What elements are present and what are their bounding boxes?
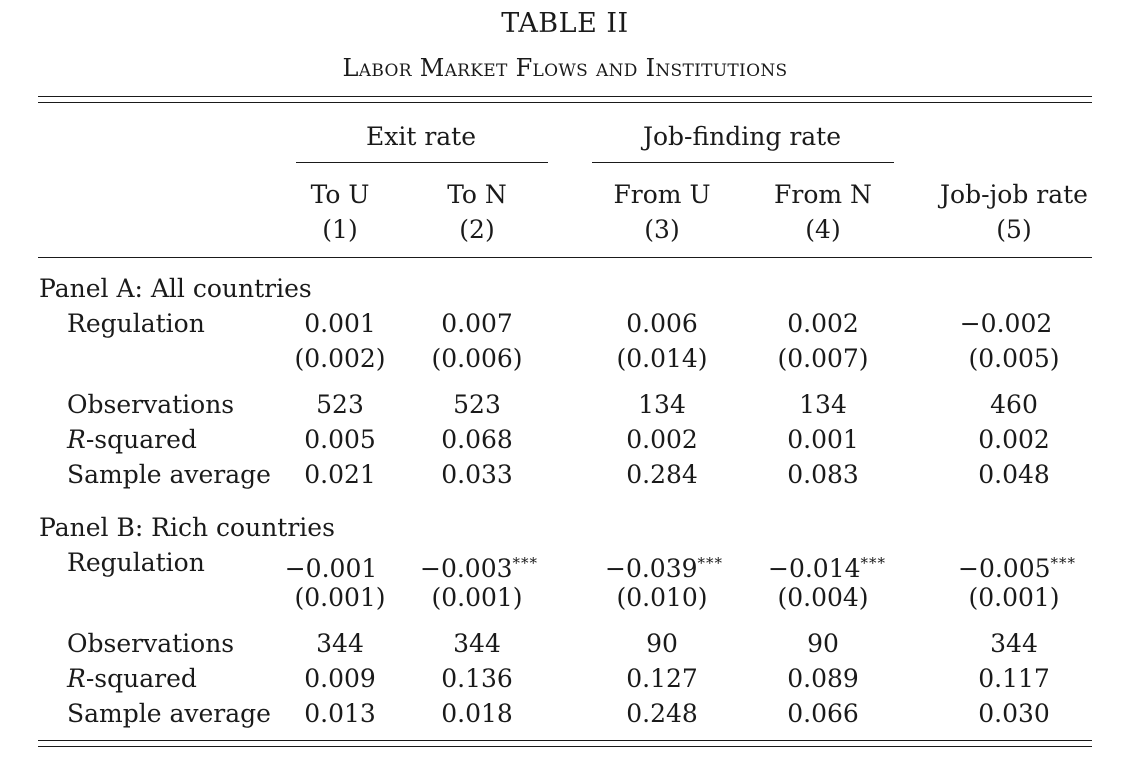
cell-se: (0.014): [616, 344, 708, 373]
cell-sample-average: 0.083: [787, 460, 859, 489]
cell-sample-average: 0.030: [978, 699, 1050, 728]
cell-coef: −0.002: [959, 309, 1053, 338]
cell-coef: −0.001: [285, 548, 378, 584]
column-number: (2): [459, 215, 495, 244]
cell-se: (0.005): [968, 344, 1060, 373]
cell-observations: 90: [646, 629, 678, 658]
cell-coef: −0.014***: [768, 548, 886, 584]
cell-sample-average: 0.033: [441, 460, 513, 489]
cell-sample-average: 0.048: [978, 460, 1050, 489]
coef-value: −0.039: [605, 554, 698, 583]
column-label: From U: [613, 180, 711, 209]
row-label-regulation: Regulation: [67, 548, 205, 577]
cell-r-squared: 0.001: [787, 425, 859, 454]
top-rule-1: [38, 96, 1092, 97]
column-label: To N: [447, 180, 507, 209]
cell-observations: 523: [316, 390, 364, 419]
table-subtitle: Labor Market Flows and Institutions: [342, 54, 788, 82]
cell-se: (0.001): [431, 583, 523, 612]
cell-coef: 0.002: [787, 309, 859, 338]
cell-observations: 134: [638, 390, 686, 419]
cell-coef: −0.005***: [958, 548, 1076, 584]
group-header-job-finding-rate: Job-finding rate: [642, 122, 842, 151]
column-number: (3): [644, 215, 680, 244]
bottom-rule-1: [38, 740, 1092, 741]
cell-coef: −0.039***: [605, 548, 723, 584]
top-rule-2: [38, 102, 1092, 103]
cell-se: (0.006): [431, 344, 523, 373]
cell-observations: 344: [453, 629, 501, 658]
cell-r-squared: 0.068: [441, 425, 513, 454]
coef-value: −0.003: [420, 554, 513, 583]
cell-coef: −0.003***: [420, 548, 538, 584]
panel-title: Panel A: All countries: [39, 274, 312, 303]
cell-sample-average: 0.018: [441, 699, 513, 728]
cell-r-squared: 0.136: [441, 664, 513, 693]
cell-r-squared: 0.002: [626, 425, 698, 454]
cell-observations: 90: [807, 629, 839, 658]
column-number: (5): [996, 215, 1032, 244]
significance-stars: ***: [860, 554, 887, 572]
cell-sample-average: 0.248: [626, 699, 698, 728]
column-number: (1): [322, 215, 358, 244]
coef-value: −0.001: [284, 554, 378, 583]
row-label-sample-average: Sample average: [67, 460, 271, 489]
row-label-r-squared: R-squared: [67, 664, 197, 694]
r-italic: R: [67, 425, 86, 454]
r-italic: R: [67, 664, 86, 693]
significance-stars: ***: [697, 554, 724, 572]
group-rule-exit-rate: [296, 162, 548, 163]
cell-se: (0.004): [777, 583, 869, 612]
cell-r-squared: 0.089: [787, 664, 859, 693]
cell-r-squared: 0.005: [304, 425, 376, 454]
row-label-observations: Observations: [67, 390, 235, 419]
cell-observations: 344: [316, 629, 364, 658]
cell-observations: 460: [990, 390, 1038, 419]
cell-se: (0.010): [616, 583, 708, 612]
row-label-sample-average: Sample average: [67, 699, 271, 728]
header-rule: [38, 257, 1092, 258]
cell-sample-average: 0.284: [626, 460, 698, 489]
cell-r-squared: 0.117: [978, 664, 1050, 693]
cell-r-squared: 0.002: [978, 425, 1050, 454]
r-rest: -squared: [85, 425, 197, 454]
column-number: (4): [805, 215, 841, 244]
cell-observations: 344: [990, 629, 1038, 658]
coef-value: −0.005: [958, 554, 1051, 583]
group-rule-job-finding-rate: [592, 162, 894, 163]
panel-title: Panel B: Rich countries: [39, 513, 335, 542]
cell-r-squared: 0.009: [304, 664, 376, 693]
coef-value: −0.014: [768, 554, 861, 583]
cell-se: (0.007): [777, 344, 869, 373]
cell-se: (0.001): [968, 583, 1060, 612]
row-label-r-squared: R-squared: [67, 425, 197, 455]
cell-coef: 0.001: [304, 309, 376, 338]
column-label: From N: [774, 180, 872, 209]
row-label-observations: Observations: [67, 629, 235, 658]
cell-coef: 0.007: [441, 309, 513, 338]
cell-observations: 523: [453, 390, 501, 419]
r-rest: -squared: [85, 664, 197, 693]
significance-stars: ***: [1050, 554, 1077, 572]
cell-sample-average: 0.013: [304, 699, 376, 728]
column-label: Job-job rate: [940, 180, 1088, 209]
significance-stars: ***: [512, 554, 539, 572]
cell-coef: 0.006: [626, 309, 698, 338]
row-label-regulation: Regulation: [67, 309, 205, 338]
column-label: To U: [310, 180, 370, 209]
cell-observations: 134: [799, 390, 847, 419]
cell-se: (0.002): [294, 344, 386, 373]
bottom-rule-2: [38, 746, 1092, 747]
cell-se: (0.001): [294, 583, 386, 612]
cell-sample-average: 0.021: [304, 460, 376, 489]
cell-sample-average: 0.066: [787, 699, 859, 728]
table-title: TABLE II: [501, 8, 629, 39]
group-header-exit-rate: Exit rate: [365, 122, 477, 151]
cell-r-squared: 0.127: [626, 664, 698, 693]
